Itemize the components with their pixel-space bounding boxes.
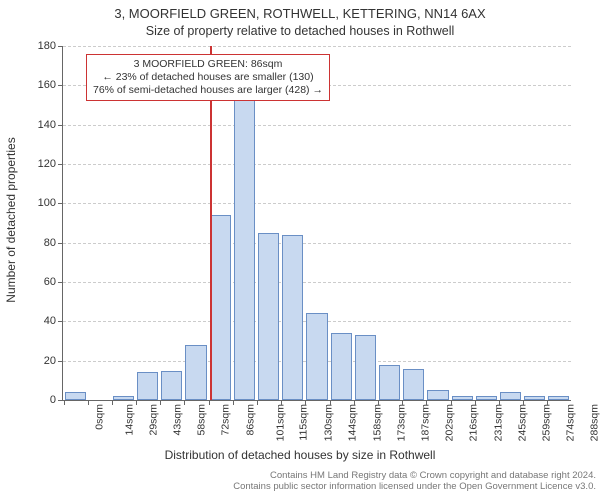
xtick-mark [233,400,234,405]
xtick-label: 130sqm [323,404,335,441]
ytick-label: 120 [16,158,56,170]
annotation-line: ← 23% of detached houses are smaller (13… [93,71,323,84]
xtick-label: 0sqm [93,404,105,430]
xtick-mark [257,400,258,405]
xtick-mark [402,400,403,405]
xtick-label: 202sqm [444,404,456,441]
xtick-mark [523,400,524,405]
annotation-box: 3 MOORFIELD GREEN: 86sqm← 23% of detache… [86,54,330,101]
gridline [63,282,571,283]
gridline [63,46,571,47]
histogram-bar [113,396,134,400]
xtick-label: 216sqm [468,404,480,441]
xtick-label: 187sqm [419,404,431,441]
ytick-label: 140 [16,119,56,131]
xtick-label: 115sqm [298,404,310,441]
xtick-label: 14sqm [123,404,135,436]
ytick-label: 160 [16,79,56,91]
histogram-bar [355,335,376,400]
xtick-mark [378,400,379,405]
histogram-bar [524,396,545,400]
gridline [63,125,571,126]
histogram-bar [476,396,497,400]
footer-attribution: Contains HM Land Registry data © Crown c… [0,470,600,493]
xtick-mark [88,400,89,405]
xtick-label: 86sqm [244,404,256,436]
xtick-label: 173sqm [395,404,407,441]
xtick-mark [209,400,210,405]
gridline [63,164,571,165]
xtick-mark [136,400,137,405]
footer-line1: Contains HM Land Registry data © Crown c… [270,470,596,481]
histogram-bar [500,392,521,400]
ytick-mark [58,361,63,362]
histogram-bar [234,72,255,400]
xtick-label: 29sqm [147,404,159,436]
xtick-label: 72sqm [220,404,232,436]
ytick-label: 60 [16,276,56,288]
annotation-line: 76% of semi-detached houses are larger (… [93,84,323,97]
ytick-mark [58,203,63,204]
xtick-label: 158sqm [371,404,383,441]
xtick-label: 288sqm [589,404,600,441]
xtick-mark [281,400,282,405]
gridline [63,203,571,204]
xtick-mark [354,400,355,405]
xtick-label: 245sqm [516,404,528,441]
xtick-mark [305,400,306,405]
xtick-mark [330,400,331,405]
ytick-mark [58,46,63,47]
xtick-mark [499,400,500,405]
ytick-label: 180 [16,40,56,52]
xtick-label: 231sqm [492,404,504,441]
histogram-bar [306,313,327,400]
chart-container: 3, MOORFIELD GREEN, ROTHWELL, KETTERING,… [0,0,600,500]
histogram-bar [282,235,303,400]
histogram-bar [427,390,448,400]
xtick-label: 144sqm [347,404,359,441]
xtick-label: 259sqm [540,404,552,441]
ytick-mark [58,164,63,165]
histogram-bar [548,396,569,400]
histogram-bar [452,396,473,400]
title-subtitle: Size of property relative to detached ho… [0,24,600,38]
x-axis-label: Distribution of detached houses by size … [0,448,600,462]
ytick-mark [58,125,63,126]
histogram-bar [403,369,424,400]
ytick-mark [58,321,63,322]
xtick-mark [112,400,113,405]
gridline [63,243,571,244]
title-address: 3, MOORFIELD GREEN, ROTHWELL, KETTERING,… [0,6,600,21]
ytick-label: 100 [16,197,56,209]
histogram-bar [185,345,206,400]
histogram-bar [161,371,182,401]
ytick-label: 40 [16,315,56,327]
xtick-label: 43sqm [172,404,184,436]
xtick-label: 101sqm [274,404,286,441]
ytick-mark [58,243,63,244]
xtick-mark [451,400,452,405]
histogram-bar [210,215,231,400]
xtick-mark [426,400,427,405]
ytick-label: 0 [16,394,56,406]
xtick-mark [64,400,65,405]
ytick-mark [58,85,63,86]
xtick-mark [547,400,548,405]
histogram-bar [379,365,400,400]
ytick-mark [58,400,63,401]
histogram-bar [65,392,86,400]
footer-line2: Contains public sector information licen… [233,481,596,492]
histogram-bar [258,233,279,400]
annotation-line: 3 MOORFIELD GREEN: 86sqm [93,58,323,71]
xtick-mark [475,400,476,405]
xtick-mark [184,400,185,405]
xtick-label: 274sqm [564,404,576,441]
histogram-bar [137,372,158,400]
ytick-label: 20 [16,355,56,367]
histogram-bar [331,333,352,400]
ytick-label: 80 [16,237,56,249]
ytick-mark [58,282,63,283]
xtick-label: 58sqm [196,404,208,436]
xtick-mark [160,400,161,405]
